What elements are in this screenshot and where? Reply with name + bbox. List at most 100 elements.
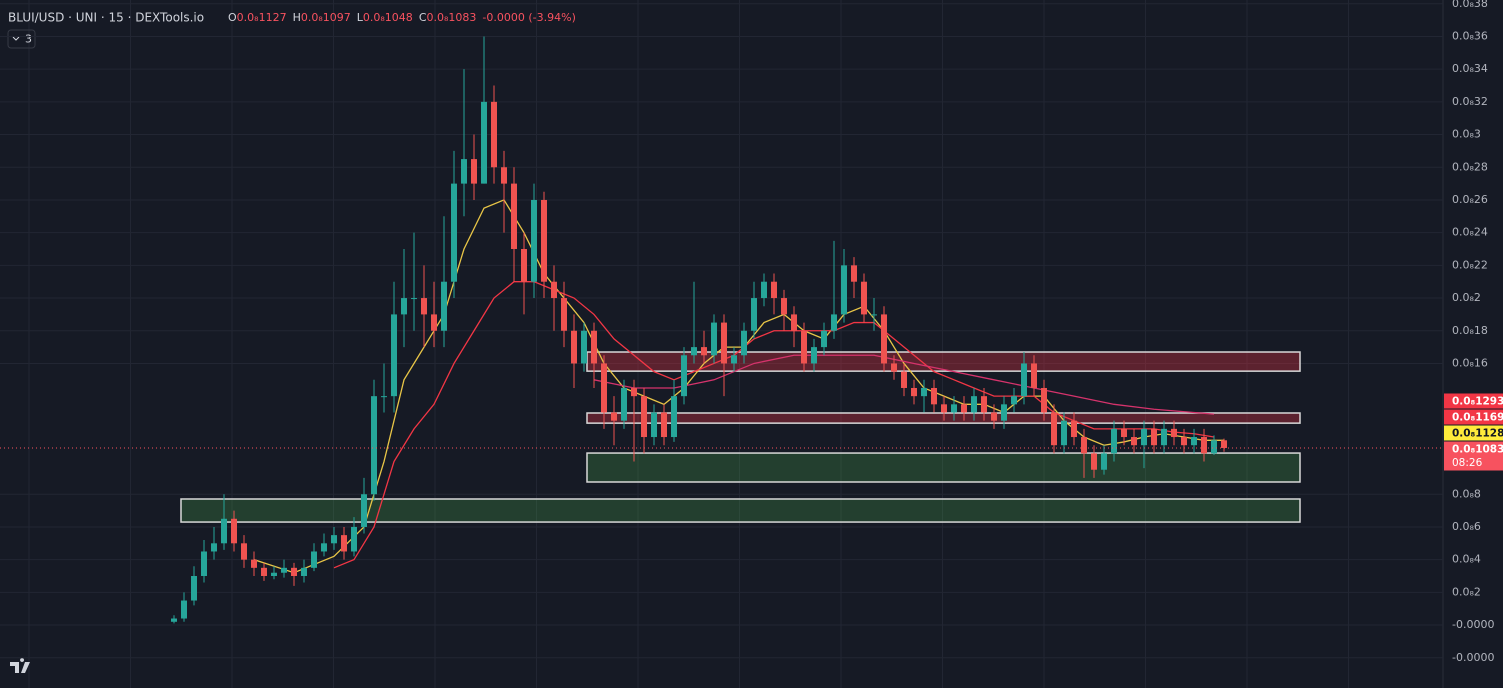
candle-body (671, 396, 677, 438)
candle-body (801, 330, 807, 364)
candle-body (871, 314, 877, 316)
ohlc-value: 0.0₈1127 (237, 11, 287, 24)
ohlc-key: H (293, 11, 301, 24)
candle-body (1181, 437, 1187, 446)
chevron (12, 36, 20, 41)
candle-body (421, 298, 427, 315)
candle-body (301, 567, 307, 577)
badge-count: 3 (25, 33, 32, 46)
candle-body (501, 167, 507, 184)
price-label-box (1444, 393, 1503, 409)
candle-body (191, 576, 197, 601)
candle-body (961, 404, 967, 413)
ohlc-value: 0.0₈1097 (301, 11, 351, 24)
price-label: 0.0₈1083 (1452, 444, 1503, 456)
candle-body (281, 567, 287, 573)
candle-body (521, 249, 527, 282)
zone (180, 498, 1301, 523)
candle-body (1161, 428, 1167, 446)
candle-body (211, 543, 217, 552)
indicator-badge[interactable]: 3 (7, 29, 36, 49)
candle-body (251, 559, 257, 568)
y-tick-label: 0.0₈8 (1452, 487, 1481, 500)
candle-body (641, 396, 647, 438)
candle-body (981, 396, 987, 413)
candle-body (561, 298, 567, 331)
candle-body (631, 387, 637, 397)
y-tick-label: -0.0000 (1452, 618, 1494, 631)
candle-body (221, 518, 227, 544)
candle-body (841, 265, 847, 315)
candle-body (711, 322, 717, 356)
candle-body (1011, 396, 1017, 405)
badge-box[interactable] (7, 29, 36, 49)
candle-body (461, 159, 467, 184)
moving-average (593, 354, 1215, 415)
price-label-box (1444, 409, 1503, 425)
candle-body (741, 330, 747, 356)
ohlc-text: O0.0₈1127 H0.0₈1097 L0.0₈1048 C0.0₈1083 -0.0… (228, 11, 576, 24)
candle-body (181, 600, 187, 619)
candle-body (1031, 363, 1037, 388)
candle-body (1151, 428, 1157, 446)
y-tick-label: 0.0₈18 (1452, 324, 1488, 337)
y-tick-label: 0.0₈16 (1452, 356, 1488, 369)
countdown: 08:26 (1452, 457, 1483, 469)
candle-body (1131, 437, 1137, 446)
candle-body (1111, 428, 1117, 454)
candle-body (431, 314, 437, 331)
candle-body (771, 281, 777, 299)
candle-body (331, 535, 337, 544)
time-grid (28, 0, 1349, 688)
candle-body (311, 551, 317, 568)
y-tick-label: 0.0₈26 (1452, 193, 1488, 206)
candle-body (721, 322, 727, 364)
candle-body (551, 281, 557, 299)
price-label-box (1444, 441, 1503, 471)
candle-body (1171, 428, 1177, 438)
candle-body (531, 199, 537, 282)
candle-body (171, 618, 177, 622)
moving-average (253, 199, 1224, 574)
candle-body (1141, 428, 1147, 446)
price-label-box (1444, 425, 1503, 441)
candle-body (571, 330, 577, 364)
candle-body (581, 330, 587, 364)
candle-body (821, 330, 827, 348)
candle-body (951, 404, 957, 413)
candle-body (811, 347, 817, 364)
candle-body (1211, 440, 1217, 454)
y-tick-label: 0.0₈32 (1452, 95, 1488, 108)
price-label: 0.0₈1169 (1452, 412, 1503, 424)
price-label: 0.0₈1128 (1452, 428, 1503, 440)
candle-body (371, 396, 377, 495)
candle-body (411, 298, 417, 300)
candle-body (1191, 437, 1197, 446)
candle-body (241, 543, 247, 560)
moving-average (333, 281, 1215, 569)
candle-body (201, 551, 207, 577)
candle-body (381, 396, 387, 398)
candle-body (391, 314, 397, 397)
candle-body (831, 314, 837, 331)
ohlc-header: O0.0₈1127 H0.0₈1097 L0.0₈1048 C0.0₈1083 -0.0… (228, 11, 576, 24)
candle-body (1061, 420, 1067, 446)
candle-body (921, 387, 927, 397)
ohlc-value: 0.0₈1048 (363, 11, 413, 24)
candle-body (471, 159, 477, 184)
candle-body (1081, 437, 1087, 454)
candle-body (231, 518, 237, 544)
candle-body (541, 199, 547, 282)
candle-body (1041, 387, 1047, 413)
candle-body (271, 572, 277, 577)
candle-body (751, 298, 757, 331)
ohlc-value: 0.0₈1083 (427, 11, 477, 24)
candle-body (1091, 453, 1097, 470)
candle-body (941, 404, 947, 413)
candle-body (781, 298, 787, 315)
candle-body (261, 567, 267, 577)
y-tick-label: 0.0₈38 (1452, 0, 1488, 10)
tv-logo[interactable] (10, 658, 30, 673)
